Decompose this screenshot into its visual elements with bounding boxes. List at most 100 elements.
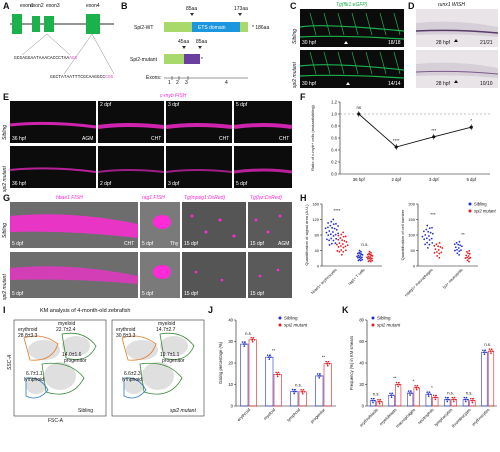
i-mut-prog-val: 19.7±1.1 [160, 352, 180, 358]
h-point-sibling [361, 256, 363, 259]
h-point-sibling [357, 256, 359, 259]
k-plot-point [414, 384, 416, 387]
h-point-mutant [342, 235, 345, 238]
c-mutant-label: spi2 mutant [292, 62, 298, 88]
h-right-sig-2: ** [461, 232, 465, 237]
h-point-mutant [468, 249, 471, 252]
h-point-sibling [428, 239, 431, 241]
f-significance: * [470, 118, 472, 123]
f-ytick-label: 1.2 [331, 100, 337, 105]
k-plot-point [373, 399, 376, 402]
h-point-sibling [357, 254, 360, 257]
k-plot-point [448, 398, 450, 401]
k-plot-point [410, 392, 413, 394]
g-bottom-label-2: 5 dpf [142, 291, 154, 297]
j-plot-point [275, 371, 277, 374]
f-ytick-label: 0.2 [331, 160, 337, 165]
e-top-time-3: 3 dpf [168, 102, 180, 108]
h-legend-mutant: spi2 mutant [474, 209, 496, 214]
k-plot-point [370, 397, 373, 400]
g-sib-mpeg1 [182, 202, 246, 248]
f-ytick-label: 0.8 [331, 124, 337, 129]
e-mut-36hpf [10, 146, 96, 188]
f-significance: **** [393, 138, 400, 143]
k-plot-point [434, 398, 437, 401]
exon4-label: exon4 [86, 3, 100, 9]
h-point-mutant [438, 252, 441, 255]
k-plot-point [377, 400, 380, 403]
j-plot-bar-sibling [240, 343, 249, 407]
g-top-label-1: 5 dpf [12, 241, 24, 247]
c-mutant-image [300, 50, 404, 88]
exon-num-1: 1 [168, 80, 171, 86]
h-left-sig-2: n.s. [361, 242, 368, 247]
k-plot-point [417, 386, 420, 389]
aa45-label: 45aa [178, 39, 190, 45]
j-plot-point [327, 360, 330, 363]
g-top-label-6: 15 dpf [250, 241, 264, 247]
j-plot-point [251, 338, 253, 341]
d-title: runx1 WISH [438, 2, 465, 8]
e-top-time-4: 5 dpf [236, 102, 248, 108]
panel-letter-g: G [3, 193, 11, 203]
c-title: Tg(flk1:eGFP) [336, 2, 368, 8]
h-point-mutant [433, 251, 436, 254]
f-point [394, 145, 398, 149]
aa85m-label: 85aa [196, 39, 208, 45]
j-plot-point [252, 336, 255, 339]
h-left-ytick-label: 120 [312, 217, 319, 222]
g-bottom-label-3: 15 dpf [184, 291, 198, 297]
h-point-sibling [327, 226, 329, 229]
k-plot-point [466, 398, 469, 401]
k-plot-point [371, 399, 373, 402]
i-title: KM analysis of 4-month-old zebrafish [40, 308, 131, 314]
h-point-mutant [341, 243, 344, 245]
h-point-mutant [343, 239, 346, 242]
h-point-mutant [465, 254, 468, 257]
e-top-region-4: CHT [279, 136, 290, 142]
k-plot-point [427, 393, 429, 395]
h-point-sibling [358, 251, 360, 254]
j-plot-point [277, 371, 280, 374]
g-title-2: rag1 FISH [142, 195, 165, 201]
k-plot-point [470, 397, 472, 400]
k-plot-point [415, 388, 418, 391]
k-plot-point [472, 397, 475, 400]
h-point-sibling [428, 235, 430, 237]
e-top-region-1: AGM [82, 136, 94, 142]
h-point-sibling [453, 243, 456, 246]
c-sibling-label: Sibling [292, 28, 298, 44]
k-plot-bar-mutant [395, 384, 402, 407]
j-plot-xtick-label: myeloid [262, 407, 276, 421]
h-point-sibling [456, 252, 459, 255]
j-plot-point [241, 341, 244, 343]
f-ylabel: Ratio of c-myb+ cells (mutant/sibling) [310, 104, 315, 170]
k-plot-bar-sibling [481, 351, 488, 407]
g-sib-lyz [248, 202, 292, 248]
h-point-sibling [337, 232, 339, 235]
f-xtick-label: 5 dpf [466, 177, 476, 182]
k-plot-point [491, 348, 493, 350]
h-point-mutant [436, 255, 439, 257]
h-point-sibling [455, 241, 458, 244]
j-plot-point [270, 356, 272, 358]
j-plot-bar-mutant [323, 363, 332, 407]
h-point-sibling [329, 224, 332, 227]
aa173-label: 173aa [234, 6, 248, 12]
i-sib-mye-val: 22.7±2.4 [56, 327, 76, 333]
k-plot-point [372, 401, 374, 404]
i-sib-lym-val: 6.7±1.1 [26, 371, 43, 377]
k-plot-point [489, 350, 491, 352]
panel-letter-j: J [208, 305, 214, 315]
h-point-mutant [366, 256, 368, 259]
k-plot-significance: n.s. [373, 392, 380, 397]
e-sib-5dpf [234, 101, 292, 143]
j-plot-point [325, 360, 327, 363]
f-xtick-label: 36 hpf [353, 177, 366, 182]
g-top-label-4: Thy [170, 241, 179, 247]
h-legend-sibling-marker [468, 202, 472, 206]
k-plot-point [488, 348, 491, 350]
aa85-label: 85aa [186, 6, 198, 12]
protein-domain-diagram [164, 13, 248, 80]
